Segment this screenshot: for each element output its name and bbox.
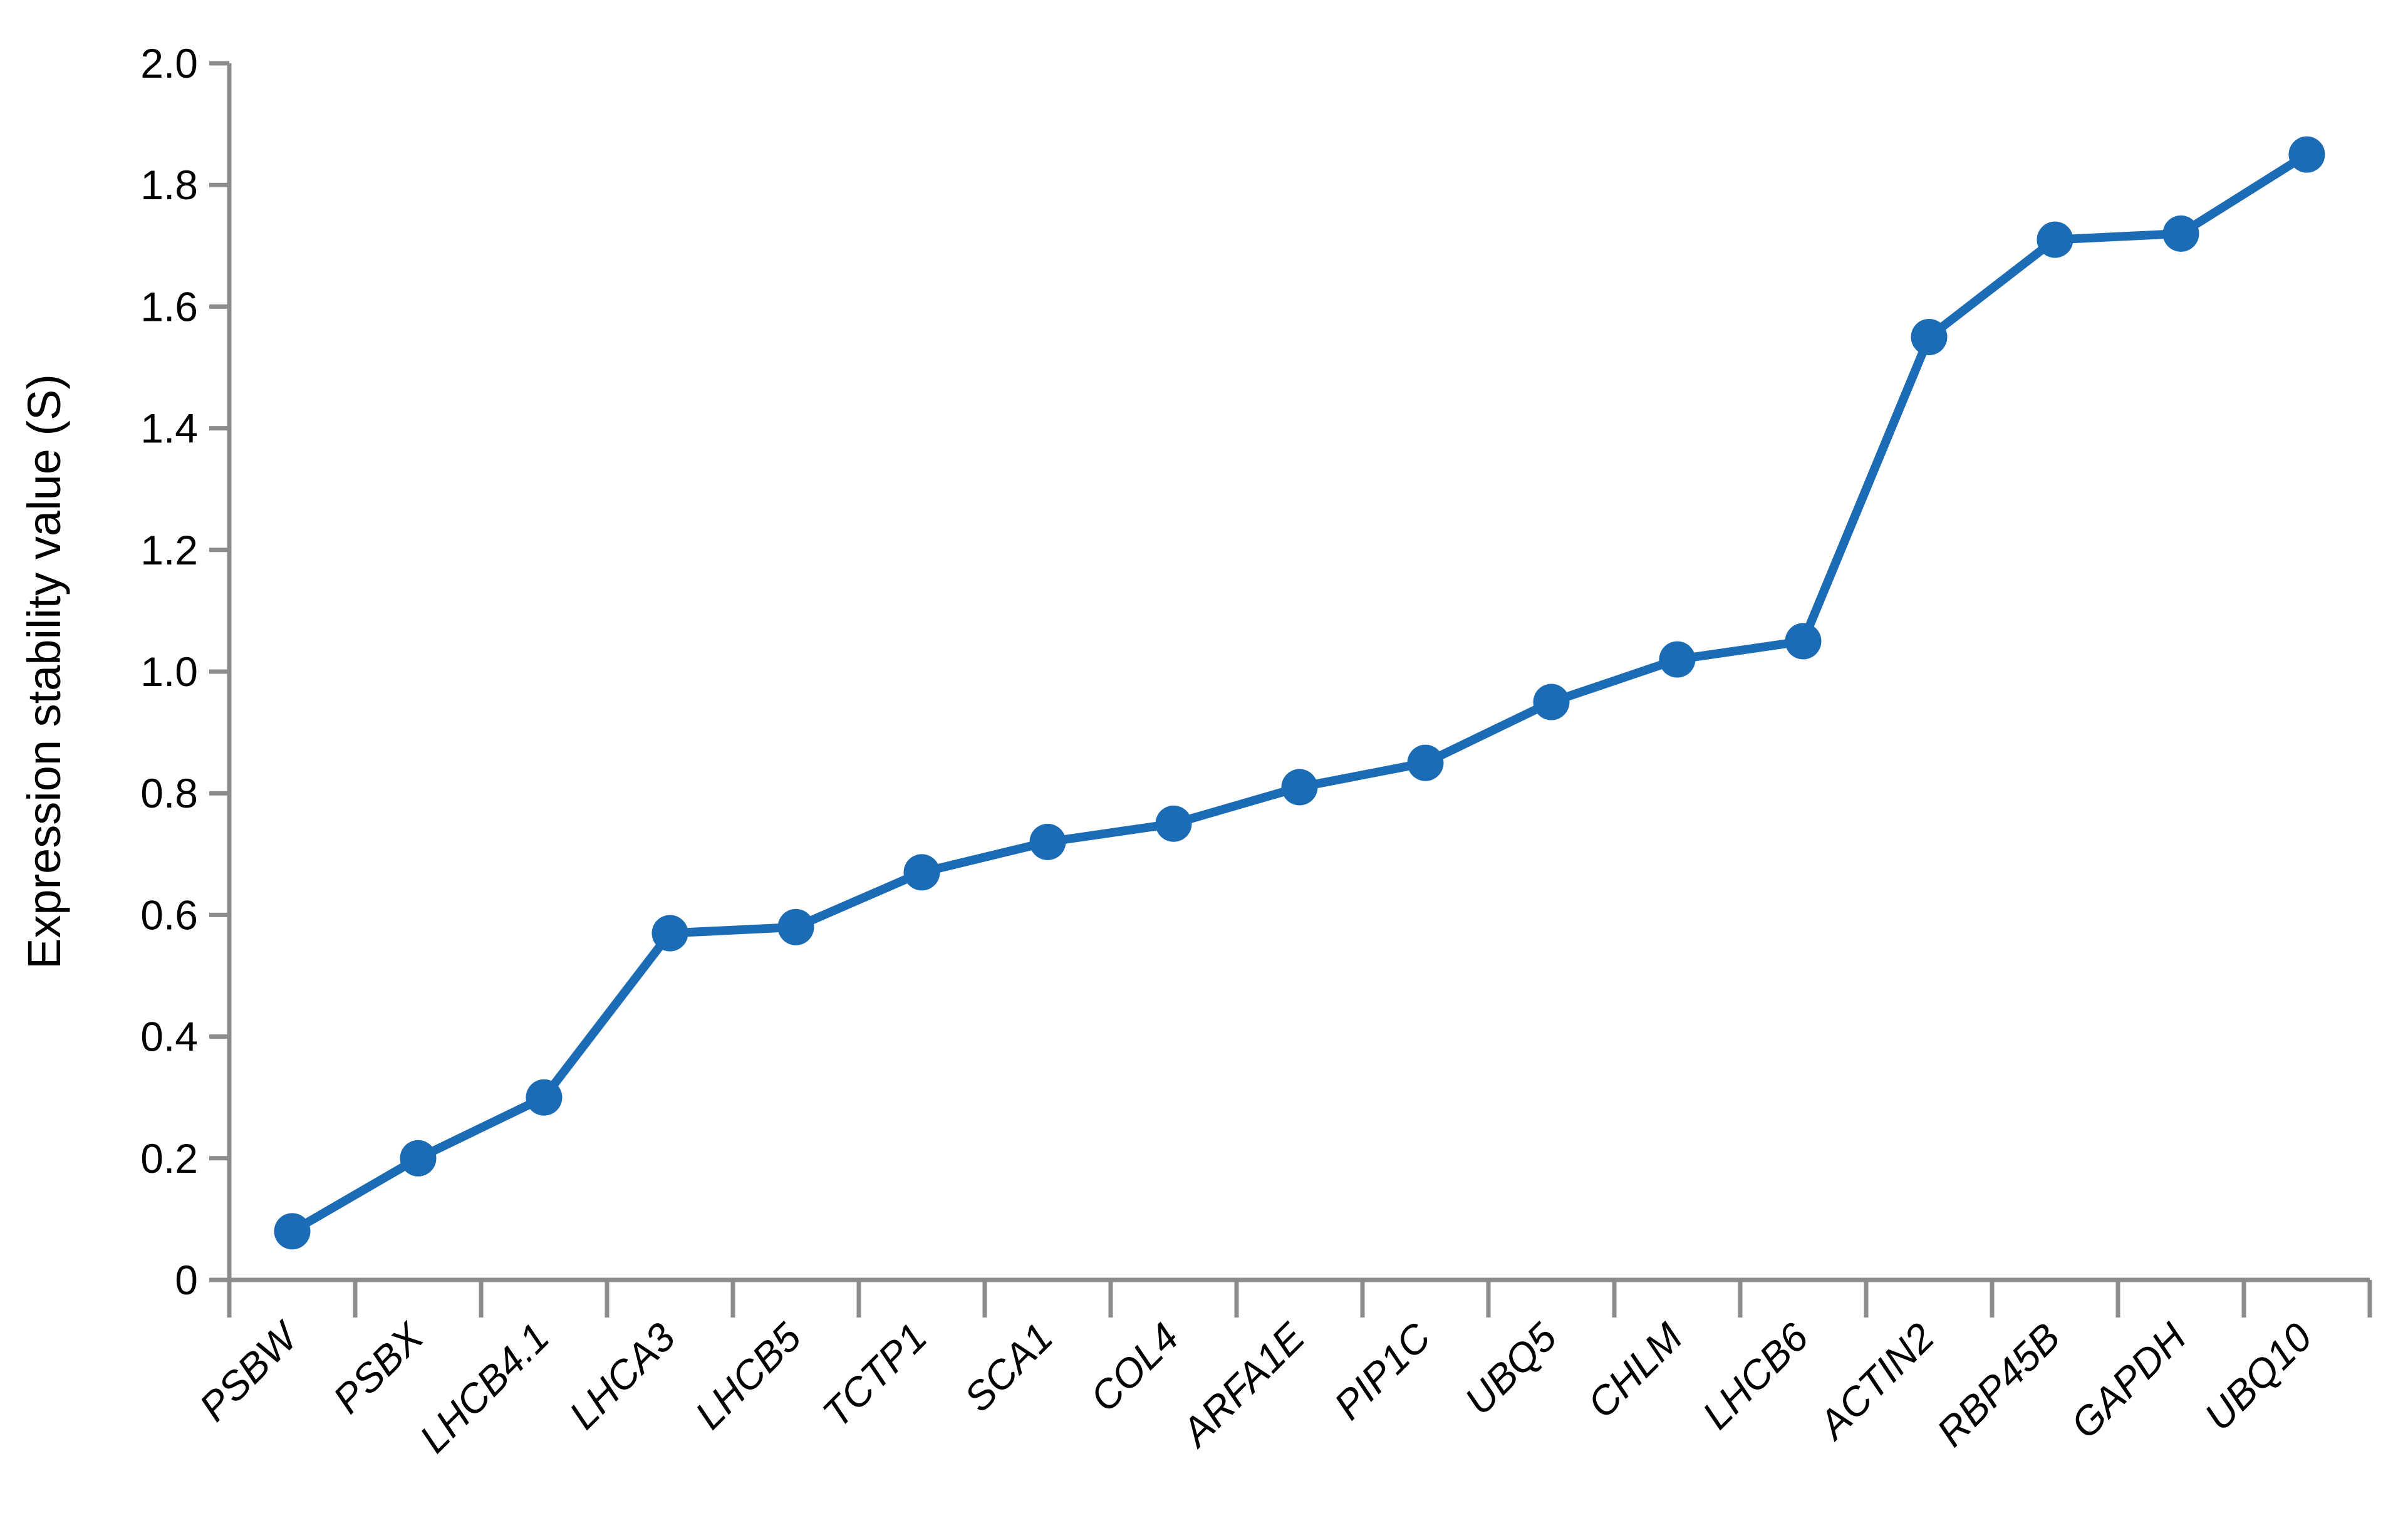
data-point-SCA1 [1029,823,1066,860]
x-category-label: LHCB4.1 [411,1314,558,1462]
data-point-UBQ5 [1533,684,1570,720]
y-axis-title: Expression stability value (S) [18,374,70,969]
data-point-ACTIN2 [1911,318,1948,355]
y-tick-label: 1.6 [140,283,198,330]
x-category-label: ACTIN2 [1809,1314,1943,1449]
y-tick-label: 0.6 [140,891,198,938]
x-category-label: GAPDH [2062,1314,2195,1447]
data-point-RBP45B [2037,221,2073,258]
data-point-LHCB4.1 [526,1079,563,1116]
y-tick-label: 0.8 [140,770,198,816]
y-tick-label: 1.0 [140,648,198,695]
data-point-ARFA1E [1281,769,1318,806]
x-category-label: CHLM [1579,1314,1691,1427]
x-category-label: ARFA1E [1171,1314,1314,1456]
x-category-label: LHCA3 [561,1314,684,1438]
x-category-label: COL4 [1081,1314,1187,1420]
y-tick-label: 0.4 [140,1014,198,1060]
x-category-label: SCA1 [955,1314,1061,1420]
data-point-PIP1C [1407,744,1444,781]
data-point-COL4 [1155,805,1192,842]
data-point-UBQ10 [2288,136,2325,173]
x-category-label: LHCB6 [1694,1314,1817,1438]
x-category-label: PSBW [190,1312,308,1430]
data-point-CHLM [1659,641,1696,678]
y-tick-label: 1.8 [140,162,198,208]
x-category-label: RBP45B [1928,1314,2068,1455]
y-tick-label: 2.0 [140,40,198,86]
data-point-TCTP1 [903,854,940,891]
x-category-label: UBQ5 [1456,1314,1565,1423]
y-tick-label: 0.2 [140,1135,198,1182]
data-point-PSBX [400,1140,437,1177]
x-category-label: PIP1C [1326,1314,1440,1428]
data-point-LHCA3 [651,915,688,952]
x-category-label: PSBX [324,1313,433,1422]
labels-layer: Expression stability value (S) 0 0.2 0.4 0.… [18,40,2321,1462]
data-series-layer [274,136,2325,1250]
data-point-GAPDH [2162,215,2199,252]
data-point-PSBW [274,1213,311,1250]
series-line [288,150,2312,1236]
y-tick-label: 0 [175,1257,198,1303]
y-tick-label: 1.4 [140,405,198,452]
axes-layer [209,61,2372,1318]
data-point-LHCB5 [777,908,814,945]
x-category-label: UBQ10 [2196,1314,2321,1440]
y-tick-label: 1.2 [140,527,198,573]
x-category-label: TCTP1 [814,1314,935,1436]
x-category-label: LHCB5 [687,1314,810,1438]
data-point-LHCB6 [1785,623,1822,660]
